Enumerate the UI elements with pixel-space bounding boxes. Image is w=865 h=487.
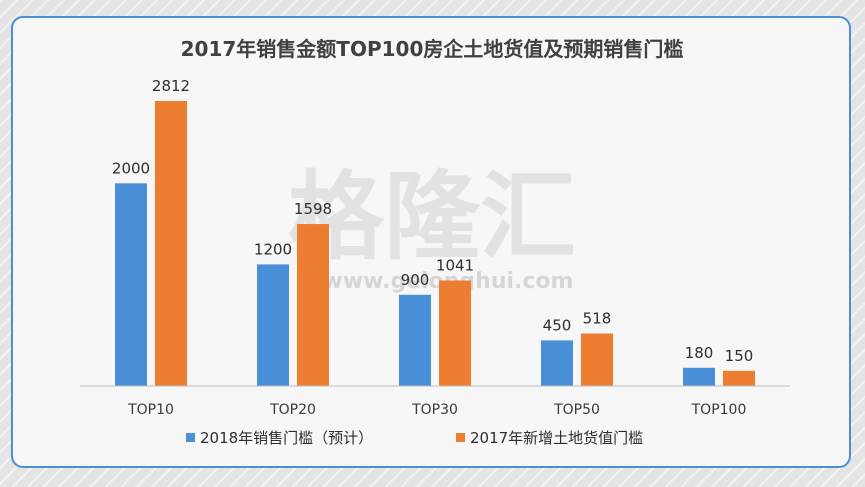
- legend: 2018年销售门槛（预计） 2017年新增土地货值门槛: [186, 429, 643, 447]
- x-tick-label-top20: TOP20: [269, 402, 316, 418]
- data-label-top10-series-2: 2812: [152, 77, 190, 95]
- bar-top10-series-2: [155, 101, 187, 386]
- data-label-top30-series-2: 1041: [436, 256, 474, 274]
- legend-label-1: 2018年销售门槛（预计）: [200, 429, 373, 447]
- bar-top100-series-1: [683, 367, 715, 386]
- chart-title: 2017年销售金额TOP100房企土地货值及预期销售门槛: [181, 37, 684, 61]
- data-label-top20-series-2: 1598: [294, 200, 332, 218]
- bar-top20-series-1: [257, 264, 289, 386]
- x-tick-label-top100: TOP100: [691, 402, 747, 418]
- x-tick-label-top30: TOP30: [411, 402, 458, 418]
- data-label-top30-series-1: 900: [401, 271, 430, 289]
- bar-top20-series-2: [297, 224, 329, 386]
- legend-label-2: 2017年新增土地货值门槛: [470, 429, 643, 447]
- bar-top30-series-1: [399, 294, 431, 386]
- chart-panel: [11, 16, 851, 468]
- bars-group: 2000 2812 1200 1598 900 1041 450 518 180 150: [112, 77, 755, 386]
- data-label-top20-series-1: 1200: [254, 240, 292, 258]
- data-label-top50-series-1: 450: [543, 316, 572, 334]
- x-tick-label-top50: TOP50: [553, 402, 600, 418]
- data-label-top100-series-2: 150: [725, 347, 754, 365]
- legend-swatch-2: [456, 433, 465, 442]
- data-label-top50-series-2: 518: [583, 310, 612, 328]
- bar-top30-series-2: [439, 280, 471, 386]
- data-label-top100-series-1: 180: [685, 344, 714, 362]
- x-tick-label-top10: TOP10: [127, 402, 174, 418]
- bar-top50-series-2: [581, 333, 613, 386]
- data-label-top10-series-1: 2000: [112, 159, 150, 177]
- bar-top50-series-1: [541, 340, 573, 386]
- x-tick-labels: TOP10 TOP20 TOP30 TOP50 TOP100: [127, 402, 746, 418]
- watermark-logo-text: 格隆汇: [288, 161, 576, 273]
- legend-swatch-1: [186, 433, 195, 442]
- bar-top10-series-1: [115, 183, 147, 386]
- bar-top100-series-2: [723, 370, 755, 386]
